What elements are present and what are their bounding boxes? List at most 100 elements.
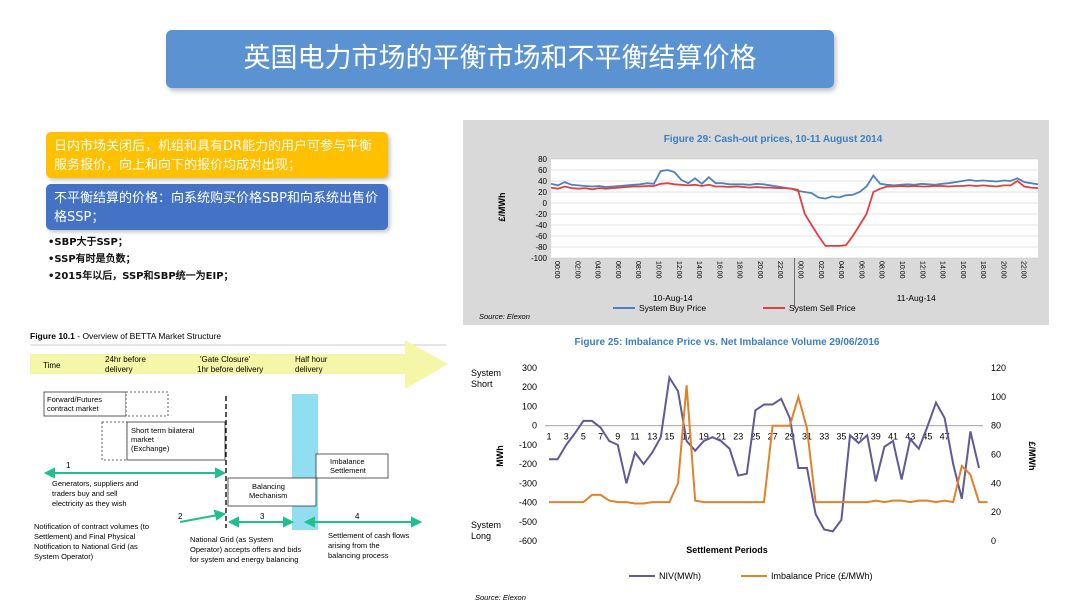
x-tick-label: 08:00 <box>634 261 641 279</box>
y2-tick-label: 100 <box>991 392 1006 402</box>
balancing-mechanism-label: Balancing Mechanism <box>249 482 287 500</box>
y2-tick-label: 0 <box>991 536 996 546</box>
callout-balancing-bids: 日内市场关闭后，机组和具有DR能力的用户可参与平衡服务报价，向上和向下的报价均成… <box>46 132 388 178</box>
y-axis-label: MWh <box>495 445 505 467</box>
x-tick-label: 10:00 <box>654 261 661 279</box>
forward-market-box <box>43 391 127 417</box>
forward-market-extension <box>125 391 169 417</box>
label-half-hour: Half hour delivery <box>295 355 328 374</box>
y-tick-label: -100 <box>519 440 537 450</box>
imbalance-settlement-label: Imbalance Settlement <box>330 457 367 475</box>
x-tick-label: 15 <box>664 432 674 442</box>
x-tick-label: 06:00 <box>614 261 621 279</box>
x-tick-label: 20:00 <box>999 261 1006 279</box>
x-tick-label: 16:00 <box>959 261 966 279</box>
y-tick-label: -200 <box>519 459 537 469</box>
x-tick-label: 33 <box>819 432 829 442</box>
cash-out-price-chart: Figure 29: Cash-out prices, 10-11 August… <box>463 120 1049 325</box>
y-tick-label: -40 <box>535 221 547 230</box>
y-tick-label: 60 <box>538 166 547 175</box>
legend-label: NIV(MWh) <box>659 571 701 581</box>
text-notification: Notification of contract volumes (to Sett… <box>34 522 149 561</box>
y-tick-label: -100 <box>531 254 548 263</box>
text-settlement: Settlement of cash flows arising from the… <box>328 531 410 560</box>
date-group-label: 11-Aug-14 <box>897 293 936 303</box>
imbalance-price-plot: Figure 25: Imbalance Price vs. Net Imbal… <box>471 337 1037 602</box>
bullet-item: •SBP大于SSP； <box>48 237 128 248</box>
arrow-1-number: 1 <box>66 461 71 470</box>
short-term-market-box <box>126 421 226 461</box>
x-tick-label: 11 <box>630 432 639 442</box>
x-tick-label: 47 <box>940 432 950 442</box>
x-tick-label: 27 <box>768 432 778 442</box>
system-long-label: System Long <box>471 520 501 541</box>
system-short-label: System Short <box>471 368 501 389</box>
x-tick-label: 25 <box>750 432 760 442</box>
x-tick-label: 10:00 <box>898 261 905 279</box>
y-tick-label: 40 <box>538 177 547 186</box>
x-tick-label: 06:00 <box>857 261 864 279</box>
bullet-item: •SSP有时是负数； <box>48 254 136 265</box>
x-tick-label: 14:00 <box>939 261 946 279</box>
y-tick-label: -500 <box>519 517 537 527</box>
timeline-time-label: Time <box>43 361 61 370</box>
y-tick-label: -80 <box>535 243 547 252</box>
x-tick-label: 5 <box>581 432 586 442</box>
x-tick-label: 23 <box>733 432 743 442</box>
x-tick-label: 29 <box>785 432 795 442</box>
x-tick-label: 45 <box>922 432 932 442</box>
y-axis-label: £/MWh <box>497 193 507 222</box>
short-term-extension <box>101 421 128 461</box>
arrow-2 <box>179 514 219 523</box>
x-tick-label: 22:00 <box>1020 261 1027 279</box>
y-tick-label: -300 <box>519 478 537 488</box>
y2-tick-label: 120 <box>991 363 1006 373</box>
bullet-list: •SBP大于SSP； •SSP有时是负数； •2015年以后，SSP和SBP统一… <box>48 234 388 285</box>
text-generators: Generators, suppliers and traders buy and… <box>52 479 138 508</box>
x-axis-label: Settlement Periods <box>686 545 768 555</box>
plot-area <box>551 159 1038 258</box>
legend-label: System Buy Price <box>639 303 706 313</box>
x-tick-label: 1 <box>546 432 551 442</box>
imbalance-price-chart: Figure 25: Imbalance Price vs. Net Imbal… <box>463 332 1049 604</box>
y-tick-label: -400 <box>519 498 537 508</box>
x-tick-label: 12:00 <box>918 261 925 279</box>
x-tick-label: 08:00 <box>878 261 885 279</box>
betta-fig-label: Figure 10.1 - Overview of BETTA Market S… <box>30 331 221 341</box>
chart-source: Source: Elexon <box>479 312 530 321</box>
series-line-niv <box>549 374 980 533</box>
y2-tick-label: 80 <box>991 421 1001 431</box>
x-tick-label: 14:00 <box>695 261 702 279</box>
y2-axis-label: £/MWh <box>1027 442 1037 471</box>
y-tick-label: 300 <box>522 363 537 373</box>
x-tick-label: 04:00 <box>837 261 844 279</box>
x-tick-label: 7 <box>598 432 603 442</box>
y-tick-label: 0 <box>532 421 537 431</box>
label-24hr: 24hr before delivery <box>105 355 146 374</box>
x-tick-label: 02:00 <box>817 261 824 279</box>
y-tick-label: -600 <box>519 536 537 546</box>
x-tick-label: 9 <box>615 432 620 442</box>
x-tick-label: 16:00 <box>715 261 722 279</box>
text-national-grid: National Grid (as System Operator) accept… <box>190 535 301 564</box>
short-term-market-label: Short term bilateral market (Exchange) <box>131 426 195 453</box>
arrow-4-head-right <box>411 516 423 528</box>
arrow-4-number: 4 <box>355 512 360 521</box>
x-tick-label: 3 <box>564 432 569 442</box>
balancing-mechanism-box <box>227 477 317 507</box>
arrow-3-number: 3 <box>260 512 265 521</box>
y-tick-label: 80 <box>538 155 547 164</box>
betta-market-diagram: Figure 10.1 - Overview of BETTA Market S… <box>10 316 450 588</box>
label-gate-closure: 'Gate Closure' 1hr before delivery <box>197 355 263 374</box>
x-tick-label: 18:00 <box>979 261 986 279</box>
y-tick-label: -20 <box>535 210 547 219</box>
callout-imbalance-prices: 不平衡结算的价格：向系统购买价格SBP和向系统出售价格SSP； <box>46 184 388 230</box>
chart-source: Source: Elexon <box>475 593 526 602</box>
x-tick-label: 19 <box>699 432 709 442</box>
x-tick-label: 22:00 <box>776 261 783 279</box>
chart-title: Figure 25: Imbalance Price vs. Net Imbal… <box>575 337 880 348</box>
arrow-1-head-left <box>43 467 55 479</box>
x-tick-label: 02:00 <box>573 261 580 279</box>
chart-title: Figure 29: Cash-out prices, 10-11 August… <box>664 134 883 145</box>
arrow-3-head-left <box>227 516 239 528</box>
